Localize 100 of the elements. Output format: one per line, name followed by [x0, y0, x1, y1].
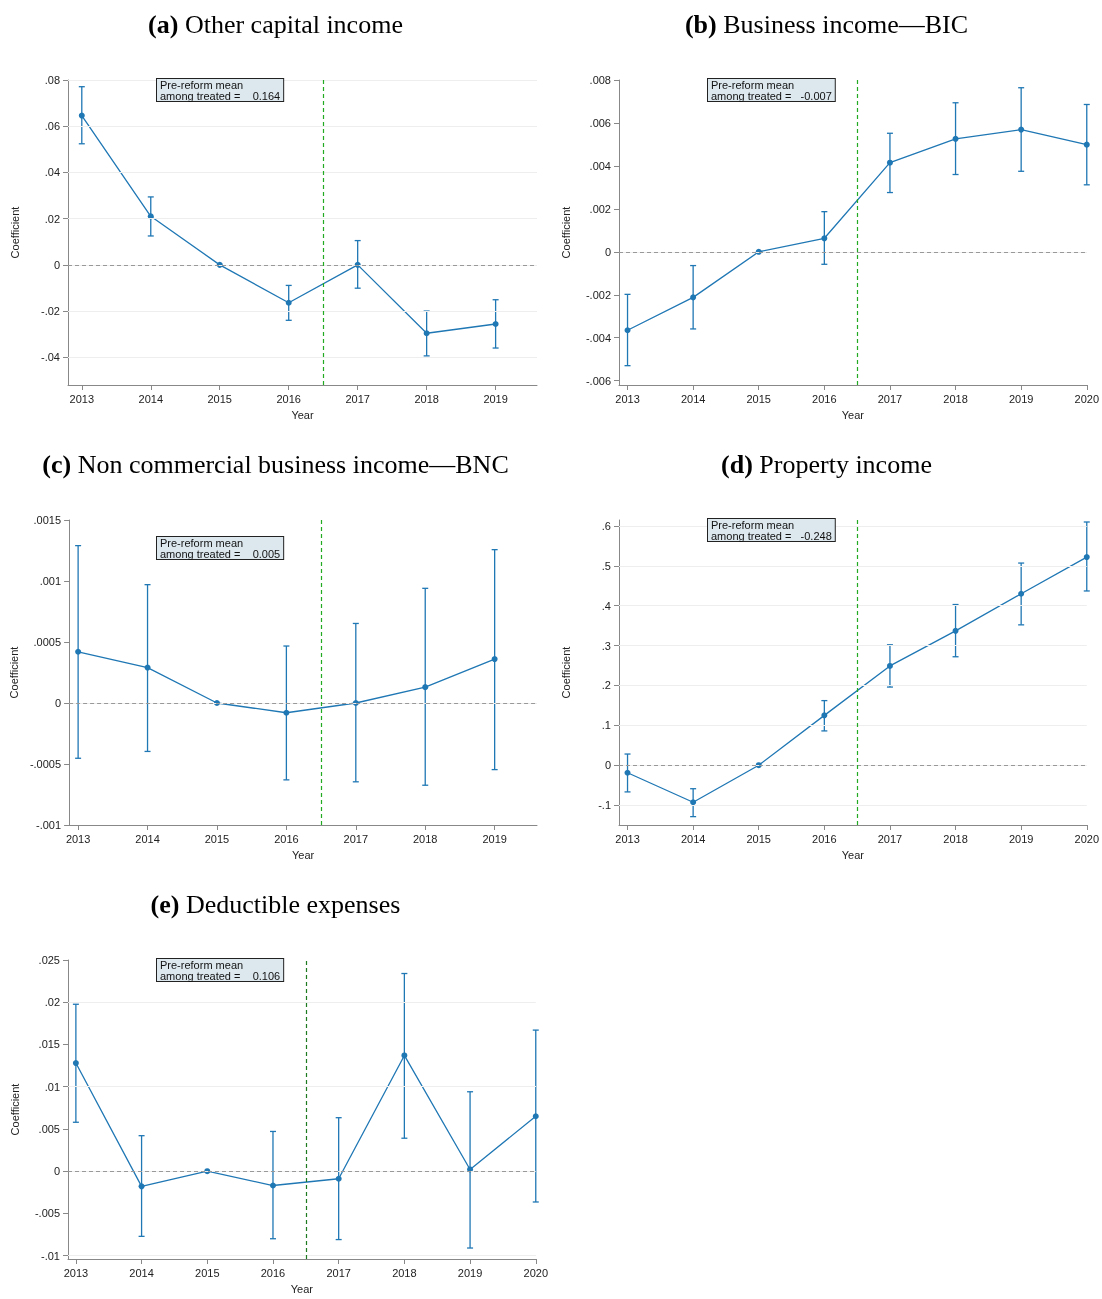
y-tick-label: .002 [589, 202, 611, 215]
x-tick-label: 2016 [276, 392, 301, 405]
point [821, 235, 828, 242]
point [335, 1175, 342, 1182]
x-tick-label: 2013 [615, 392, 640, 405]
point [690, 294, 697, 301]
y-tick-label: .0015 [33, 514, 62, 526]
x-tick-label: 2014 [680, 832, 706, 845]
x-tick-label: 2014 [138, 392, 164, 405]
x-tick-label: 2013 [65, 832, 91, 845]
x-axis-title: Year [290, 1282, 314, 1295]
point [821, 712, 828, 719]
annotation: Pre-reform mean among treated = -0.248 [711, 518, 832, 542]
y-tick-label: .3 [601, 639, 611, 652]
y-tick-label: -.02 [41, 305, 60, 318]
x-tick-label: 2013 [69, 392, 95, 405]
x-axis-title: Year [291, 408, 314, 421]
y-tick-label: -.004 [585, 331, 611, 344]
x-tick-label: 2014 [129, 1266, 154, 1279]
x-tick-label: 2018 [392, 1266, 417, 1279]
x-tick-label: 2017 [326, 1266, 351, 1279]
y-tick-label: .025 [38, 954, 60, 966]
x-tick-label: 2016 [260, 1266, 286, 1279]
y-tick-label: .006 [589, 116, 611, 129]
y-axis-title: Coefficient [8, 206, 21, 259]
y-tick-label: .06 [44, 120, 60, 133]
point [75, 648, 82, 655]
y-tick-label: 0 [54, 697, 62, 709]
y-tick-label: .1 [601, 719, 611, 732]
chart-title: (a) Other capital income [148, 9, 403, 39]
x-tick-label: 2018 [943, 392, 968, 405]
x-tick-label: 2020 [1074, 832, 1100, 845]
x-tick-label: 2015 [746, 832, 771, 845]
point [138, 1183, 145, 1190]
point [422, 684, 429, 691]
x-axis-title: Year [291, 848, 315, 861]
point [886, 159, 893, 166]
x-tick-label: 2019 [482, 832, 507, 845]
point [624, 769, 631, 776]
x-tick-label: 2016 [812, 392, 837, 405]
y-tick-label: .015 [38, 1038, 60, 1051]
x-tick-label: 2019 [1008, 392, 1034, 405]
point [690, 799, 697, 806]
x-tick-label: 2020 [1074, 392, 1100, 405]
point [423, 330, 430, 337]
x-tick-label: 2014 [135, 832, 160, 845]
chart-title: (d) Property income [721, 449, 932, 479]
x-tick-label: 2017 [345, 392, 370, 405]
x-tick-label: 2015 [207, 392, 232, 405]
y-tick-label: -.01 [41, 1249, 60, 1262]
point [952, 627, 959, 634]
y-tick-label: -.1 [598, 799, 611, 812]
y-axis-title: Coefficient [7, 646, 20, 699]
y-tick-label: .02 [44, 212, 60, 225]
chart-title: (e) Deductible expenses [150, 889, 401, 919]
x-tick-label: 2015 [204, 832, 230, 845]
point [491, 656, 498, 663]
x-tick-label: 2019 [483, 392, 508, 405]
annotation: Pre-reform mean among treated = 0.005 [160, 536, 281, 560]
y-tick-label: -.005 [34, 1207, 60, 1220]
x-tick-label: 2015 [195, 1266, 220, 1279]
point [285, 299, 292, 306]
y-tick-label: 0 [604, 759, 611, 772]
annotation: Pre-reform mean among treated = 0.164 [160, 78, 281, 102]
x-axis-title: Year [841, 408, 865, 421]
x-tick-label: 2013 [615, 832, 640, 845]
y-tick-label: .2 [601, 679, 611, 692]
x-tick-label: 2017 [343, 832, 369, 845]
point [624, 327, 631, 334]
x-tick-label: 2019 [1008, 832, 1034, 845]
y-tick-label: .004 [589, 159, 611, 172]
y-tick-label: .0005 [33, 636, 62, 648]
y-tick-label: .04 [44, 166, 60, 179]
y-tick-label: .02 [44, 996, 60, 1009]
point [886, 662, 893, 669]
y-tick-label: -.001 [36, 819, 62, 831]
y-tick-label: .01 [44, 1080, 60, 1093]
point [492, 321, 499, 327]
point [532, 1113, 539, 1120]
point [401, 1052, 408, 1059]
point [1018, 590, 1025, 597]
x-tick-label: 2018 [412, 832, 438, 845]
annotation: Pre-reform mean among treated = 0.106 [160, 958, 281, 982]
x-tick-label: 2018 [414, 392, 439, 405]
x-tick-label: 2013 [63, 1266, 89, 1279]
x-tick-label: 2014 [680, 392, 706, 405]
point [952, 135, 959, 142]
y-axis-title: Coefficient [559, 646, 572, 699]
y-axis-title: Coefficient [559, 206, 572, 259]
y-tick-label: .5 [601, 559, 611, 572]
y-tick-label: .4 [601, 599, 611, 612]
y-tick-label: 0 [53, 258, 60, 271]
y-tick-label: .08 [44, 74, 60, 86]
x-tick-label: 2015 [746, 392, 771, 405]
y-tick-label: .001 [39, 575, 62, 587]
annotation: Pre-reform mean among treated = -0.007 [711, 78, 832, 102]
point [1083, 554, 1090, 561]
y-tick-label: .008 [589, 74, 611, 86]
x-tick-label: 2017 [877, 392, 903, 405]
y-tick-label: .6 [601, 519, 611, 532]
